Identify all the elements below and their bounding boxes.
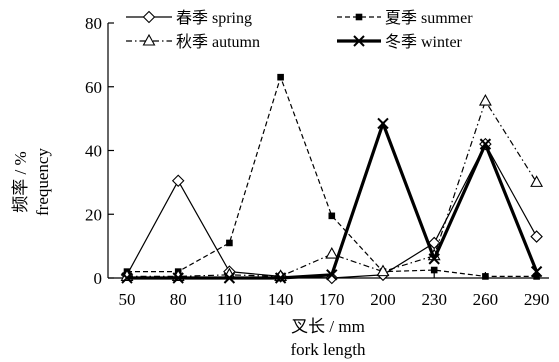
data-point (328, 212, 336, 220)
data-point (274, 272, 287, 284)
data-point (223, 272, 236, 284)
legend: 春季 spring 夏季 summer 秋季 autumn 冬季 winter (126, 9, 473, 51)
data-point (377, 117, 389, 130)
data-point (172, 272, 184, 284)
x-axis-label-en: fork length (290, 340, 366, 359)
data-point (121, 272, 133, 284)
x-tick-label: 170 (319, 290, 345, 309)
data-point (428, 253, 440, 265)
x-tick-label: 80 (170, 290, 187, 309)
data-point (530, 230, 543, 243)
y-tick-label: 0 (94, 269, 103, 288)
y-ticks: 0 20 40 60 80 (85, 14, 114, 288)
data-point (479, 138, 492, 150)
series-line (127, 76, 537, 278)
x-tick-label: 200 (370, 290, 396, 309)
x-ticks: 50 80 110 140 170 200 230 260 290 (119, 272, 550, 309)
legend-swatch-marker (355, 13, 363, 21)
legend-swatch-marker (353, 35, 365, 47)
data-point (430, 266, 438, 274)
legend-label: 秋季 autumn (176, 33, 260, 51)
legend-swatch-marker (142, 33, 156, 46)
x-tick-label: 290 (524, 290, 550, 309)
series-line (127, 100, 538, 278)
data-point (171, 174, 185, 188)
data-point (482, 273, 489, 280)
series-2 (120, 93, 544, 281)
x-tick-label: 140 (268, 290, 294, 309)
data-point (326, 269, 338, 281)
y-tick-label: 40 (85, 142, 102, 161)
legend-swatch-marker (142, 10, 156, 24)
series-3 (121, 117, 543, 284)
data-point (277, 73, 284, 81)
legend-item: 冬季 winter (337, 33, 463, 51)
data-point (478, 93, 492, 106)
legend-label: 冬季 winter (385, 33, 463, 51)
y-tick-label: 80 (85, 14, 102, 33)
x-axis-label: 叉长 / mm (291, 317, 365, 336)
legend-label: 夏季 summer (385, 9, 473, 27)
x-tick-label: 260 (473, 290, 499, 309)
data-point (530, 175, 544, 187)
y-axis-label-en: frequency (33, 148, 52, 216)
legend-item: 夏季 summer (337, 9, 473, 27)
data-point (376, 264, 390, 277)
data-point (325, 246, 339, 259)
y-axis-label: 频率 / % (11, 151, 30, 212)
legend-item: 春季 spring (126, 9, 252, 27)
x-tick-label: 230 (421, 290, 447, 309)
legend-item: 秋季 autumn (126, 33, 260, 51)
data-point (530, 265, 543, 278)
y-tick-label: 60 (85, 78, 102, 97)
x-tick-label: 50 (119, 290, 136, 309)
legend-label: 春季 spring (176, 9, 252, 27)
x-tick-label: 110 (217, 290, 242, 309)
y-tick-label: 20 (85, 205, 102, 224)
data-point (533, 273, 540, 280)
series-layer (120, 73, 544, 285)
data-point (226, 239, 233, 247)
